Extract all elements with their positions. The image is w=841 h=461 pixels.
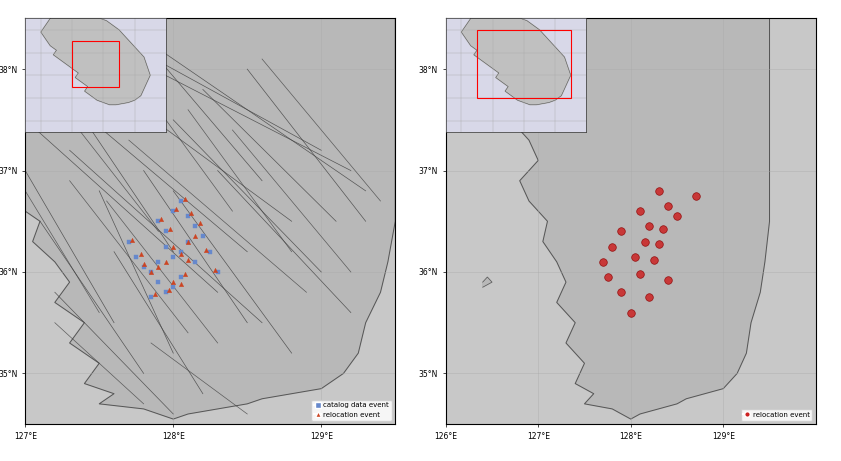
Point xyxy=(208,266,221,274)
Point xyxy=(204,248,217,255)
Point xyxy=(174,250,188,257)
Point xyxy=(643,223,656,230)
Point xyxy=(122,238,135,245)
Point xyxy=(656,226,669,233)
Point xyxy=(689,192,702,200)
Point xyxy=(606,243,619,250)
Legend: relocation event: relocation event xyxy=(741,409,812,420)
Point xyxy=(211,268,225,276)
Point xyxy=(167,207,180,215)
Point xyxy=(178,270,192,278)
Point xyxy=(167,278,180,286)
Point xyxy=(159,289,172,296)
Point xyxy=(188,258,202,266)
Point xyxy=(596,258,610,266)
Point xyxy=(624,309,637,316)
Point xyxy=(137,260,151,267)
Point xyxy=(145,294,158,301)
Point xyxy=(184,209,198,217)
Point xyxy=(670,213,684,220)
Point xyxy=(167,243,180,250)
Point xyxy=(151,218,165,225)
Point xyxy=(615,228,628,235)
Point xyxy=(199,246,213,254)
Polygon shape xyxy=(0,18,395,419)
Point xyxy=(137,263,151,271)
Point xyxy=(130,253,143,260)
Point xyxy=(134,250,147,257)
Polygon shape xyxy=(501,18,770,419)
Point xyxy=(167,253,180,260)
Point xyxy=(193,219,207,227)
Point xyxy=(633,207,647,215)
Point xyxy=(188,233,202,240)
Point xyxy=(178,195,192,203)
Point xyxy=(661,277,674,284)
Point xyxy=(600,273,614,281)
Point xyxy=(182,238,195,245)
Point xyxy=(162,287,176,294)
Point xyxy=(167,284,180,291)
Point xyxy=(615,289,628,296)
Point xyxy=(182,238,195,245)
Point xyxy=(652,240,665,247)
Point xyxy=(188,223,202,230)
Point xyxy=(182,213,195,220)
Point xyxy=(149,290,162,298)
Point xyxy=(643,294,656,301)
Point xyxy=(661,202,674,210)
Point xyxy=(151,278,165,286)
Point xyxy=(638,238,652,245)
Point xyxy=(125,236,139,243)
Point xyxy=(196,233,209,240)
Point xyxy=(159,258,172,266)
Point xyxy=(652,187,665,195)
Point xyxy=(629,253,643,260)
Point xyxy=(145,268,158,276)
Point xyxy=(174,280,188,288)
Point xyxy=(174,248,188,255)
Point xyxy=(174,197,188,205)
Polygon shape xyxy=(483,277,492,287)
Point xyxy=(151,258,165,266)
Point xyxy=(159,243,172,250)
Point xyxy=(633,270,647,278)
Legend: catalog data event, relocation event: catalog data event, relocation event xyxy=(311,400,392,420)
Point xyxy=(182,256,195,264)
Point xyxy=(174,273,188,281)
Point xyxy=(648,256,661,264)
Point xyxy=(163,226,177,233)
Point xyxy=(155,216,168,223)
Point xyxy=(145,268,158,276)
Point xyxy=(170,206,183,213)
Point xyxy=(159,228,172,235)
Point xyxy=(151,263,165,271)
